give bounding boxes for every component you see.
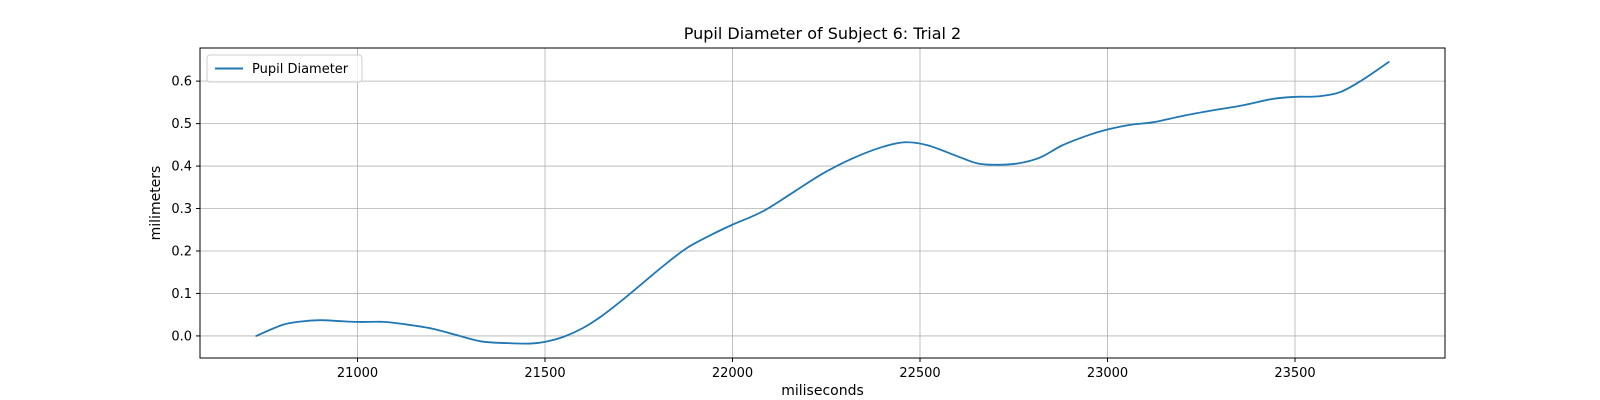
x-tick-label: 21500 — [524, 366, 565, 381]
x-axis-label: miliseconds — [781, 383, 864, 399]
y-tick-label: 0.0 — [171, 329, 192, 344]
x-tick-label: 21000 — [337, 366, 378, 381]
y-tick-label: 0.3 — [171, 202, 192, 217]
grid-lines — [200, 48, 1445, 358]
y-tick-label: 0.2 — [171, 244, 192, 259]
series-lines — [255, 61, 1390, 345]
y-tick-label: 0.5 — [171, 117, 192, 132]
x-tick-label: 22500 — [899, 366, 940, 381]
y-tick-label: 0.1 — [171, 287, 192, 302]
plot-area-frame — [199, 47, 1446, 359]
legend: Pupil Diameter — [206, 54, 363, 83]
x-tick-label: 23500 — [1274, 366, 1315, 381]
y-tick-label: 0.4 — [171, 160, 192, 175]
chart-title: Pupil Diameter of Subject 6: Trial 2 — [684, 24, 961, 43]
legend-box — [206, 54, 363, 83]
y-axis-ticks: 0.0 0.1 0.2 0.3 0.4 0.5 0.6 — [171, 75, 200, 344]
x-axis-ticks: 21000 21500 22000 22500 23000 23500 — [337, 358, 1316, 381]
y-tick-label: 0.6 — [171, 75, 192, 90]
legend-label-pupil-diameter: Pupil Diameter — [252, 62, 349, 77]
series-line-pupil-diameter — [255, 61, 1390, 345]
x-tick-label: 22000 — [712, 366, 753, 381]
x-tick-label: 23000 — [1087, 366, 1128, 381]
y-axis-label: milimeters — [148, 166, 164, 241]
